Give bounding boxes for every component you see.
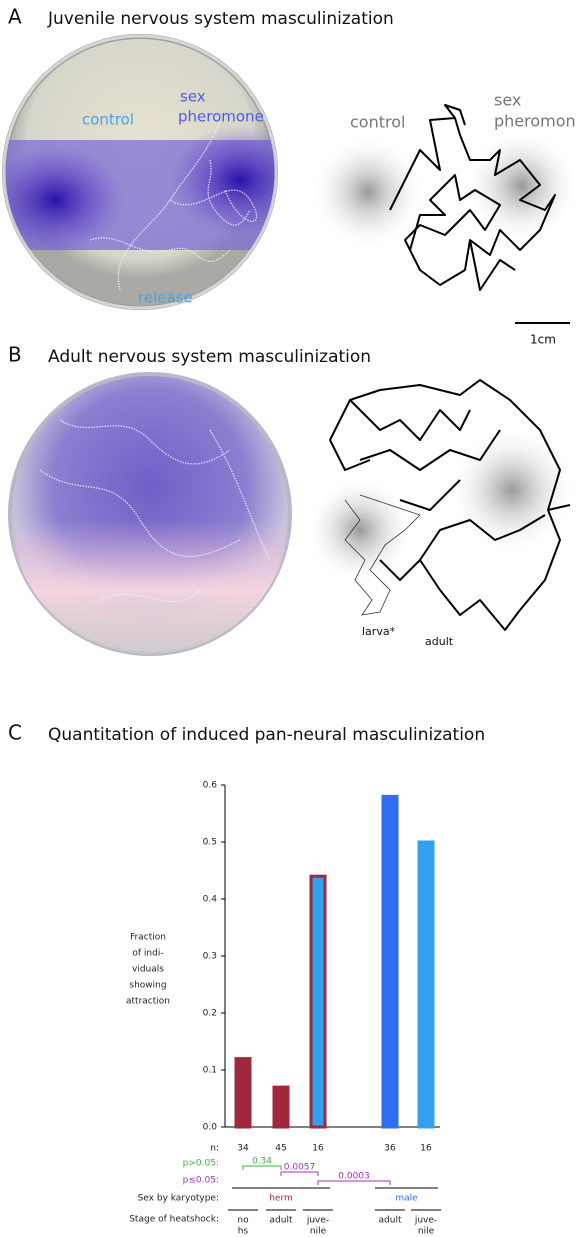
trace-drawing bbox=[310, 105, 576, 290]
y-tick-label: 0.2 bbox=[203, 1009, 217, 1019]
photo-label: release bbox=[138, 289, 193, 307]
plate-photo bbox=[0, 372, 300, 660]
trace-label: pheromone bbox=[494, 112, 576, 131]
y-tick-label: 0.3 bbox=[203, 952, 217, 962]
photo-label: pheromone bbox=[178, 108, 264, 126]
row-label: Sex by karyotype: bbox=[138, 1194, 219, 1204]
n-value: 45 bbox=[275, 1144, 286, 1154]
y-axis-label: showing bbox=[129, 981, 166, 991]
y-tick-label: 0.5 bbox=[203, 838, 217, 848]
y-axis-label: Fraction bbox=[130, 933, 166, 943]
group-label: male bbox=[395, 1194, 418, 1204]
plate-photo bbox=[0, 34, 310, 310]
x-tick-label: juve- bbox=[414, 1216, 437, 1226]
x-tick-label: nile bbox=[418, 1227, 435, 1237]
x-tick-label: hs bbox=[238, 1227, 249, 1237]
n-value: 16 bbox=[420, 1144, 432, 1154]
p-bracket bbox=[243, 1166, 281, 1170]
x-tick-label: adult bbox=[270, 1216, 293, 1226]
n-value: 34 bbox=[237, 1144, 249, 1154]
y-tick-label: 0.0 bbox=[203, 1123, 218, 1133]
photo-label: control bbox=[82, 111, 134, 129]
bar bbox=[274, 1087, 288, 1127]
trace-label: larva* bbox=[362, 625, 396, 638]
y-axis-label: of indi- bbox=[132, 949, 163, 959]
panel-letter: B bbox=[8, 343, 22, 367]
panel-letter: A bbox=[8, 5, 22, 29]
p-value: 0.34 bbox=[252, 1157, 272, 1167]
trace-drawing bbox=[305, 380, 576, 630]
group-label: herm bbox=[269, 1194, 293, 1204]
y-axis-label: viduals bbox=[132, 965, 164, 975]
bar-chart: 0.0 0.1 0.2 0.3 0.4 0.5 0.6 Fraction of indi-vid… bbox=[126, 781, 441, 1237]
bar bbox=[419, 842, 433, 1127]
x-tick-label: no bbox=[237, 1216, 249, 1226]
x-tick-label: juve- bbox=[306, 1216, 329, 1226]
figure: A Juvenile nervous system masculinizatio… bbox=[0, 0, 576, 1237]
p-bracket bbox=[318, 1181, 390, 1185]
y-tick-label: 0.4 bbox=[203, 895, 218, 905]
panel-title: Adult nervous system masculinization bbox=[48, 347, 371, 367]
y-axis-label: attraction bbox=[126, 997, 170, 1007]
bar bbox=[383, 796, 397, 1127]
n-value: 36 bbox=[384, 1144, 396, 1154]
photo-label: sex bbox=[180, 88, 206, 106]
p-value: 0.0057 bbox=[284, 1163, 316, 1173]
bar bbox=[311, 876, 325, 1127]
p-bracket bbox=[281, 1172, 318, 1176]
panel-title: Juvenile nervous system masculinization bbox=[47, 9, 394, 29]
row-label: n: bbox=[210, 1144, 219, 1154]
row-label: p>0.05: bbox=[183, 1159, 219, 1169]
x-tick-label: nile bbox=[310, 1227, 327, 1237]
y-tick-label: 0.6 bbox=[203, 781, 218, 791]
scale-label: 1cm bbox=[530, 333, 556, 347]
trace-label: sex bbox=[494, 91, 521, 110]
row-label: Stage of heatshock: bbox=[129, 1215, 219, 1225]
trace-label: adult bbox=[425, 635, 454, 648]
panel-title: Quantitation of induced pan-neural mascu… bbox=[48, 725, 485, 745]
n-value: 16 bbox=[312, 1144, 324, 1154]
row-label: p≤0.05: bbox=[183, 1176, 219, 1186]
bar bbox=[236, 1059, 250, 1127]
panel-letter: C bbox=[8, 721, 22, 745]
trace-label: control bbox=[350, 113, 405, 132]
p-value: 0.0003 bbox=[338, 1172, 370, 1182]
y-tick-label: 0.1 bbox=[203, 1066, 217, 1076]
x-tick-label: adult bbox=[379, 1216, 402, 1226]
